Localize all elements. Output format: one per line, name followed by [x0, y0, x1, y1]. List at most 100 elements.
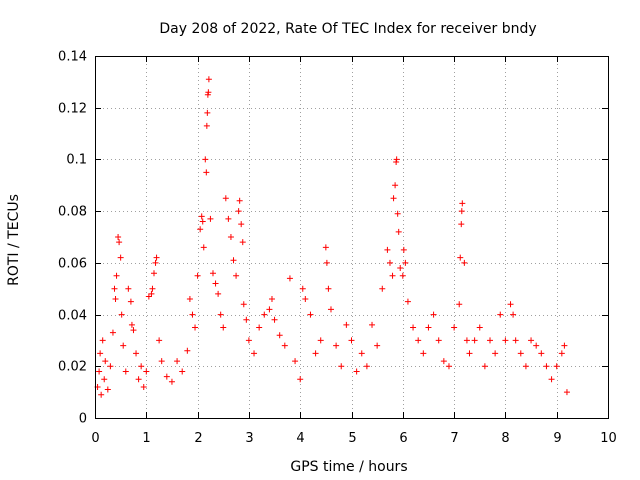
data-point-marker	[138, 363, 145, 370]
y-tick-labels: 0 0.02 0.04 0.06 0.08 0.1 0.12 0.14	[58, 50, 87, 427]
data-point-marker	[192, 324, 199, 331]
data-point-marker	[239, 239, 246, 246]
data-point-marker	[348, 337, 355, 344]
data-point-marker	[466, 350, 473, 357]
data-point-marker	[112, 296, 119, 303]
data-point-marker	[395, 228, 402, 235]
data-point-marker	[128, 321, 135, 328]
data-point-marker	[212, 280, 219, 287]
data-point-marker	[152, 259, 159, 266]
data-point-marker	[281, 342, 288, 349]
data-point-marker	[209, 270, 216, 277]
data-point-marker	[122, 368, 129, 375]
data-point-marker	[325, 285, 332, 292]
data-point-marker	[457, 254, 464, 261]
data-point-marker	[156, 337, 163, 344]
data-point-marker	[243, 316, 250, 323]
data-point-marker	[327, 306, 334, 313]
data-point-marker	[343, 321, 350, 328]
data-point-marker	[286, 275, 293, 282]
data-point-marker	[230, 257, 237, 264]
data-point-marker	[317, 337, 324, 344]
data-point-marker	[558, 350, 565, 357]
data-point-marker	[379, 285, 386, 292]
data-point-marker	[198, 213, 205, 220]
data-point-marker	[369, 321, 376, 328]
data-point-marker	[266, 306, 273, 313]
data-point-marker	[323, 259, 330, 266]
data-point-marker	[202, 156, 209, 163]
data-point-marker	[458, 208, 465, 215]
x-tick-label: 4	[296, 431, 304, 446]
data-point-marker	[125, 285, 132, 292]
x-tick-label: 6	[399, 431, 407, 446]
data-point-marker	[415, 337, 422, 344]
data-point-marker	[397, 265, 404, 272]
data-point-marker	[199, 218, 206, 225]
y-tick-label: 0.02	[58, 360, 87, 375]
data-point-marker	[99, 337, 106, 344]
grid-lines	[95, 56, 608, 418]
data-point-marker	[174, 358, 181, 365]
data-point-marker	[158, 358, 165, 365]
data-point-marker	[363, 363, 370, 370]
data-point-marker	[245, 337, 252, 344]
x-axis-label: GPS time / hours	[290, 459, 407, 475]
y-tick-label: 0.06	[58, 257, 87, 272]
data-point-marker	[487, 337, 494, 344]
data-point-marker	[445, 363, 452, 370]
data-point-marker	[404, 298, 411, 305]
x-tick-label: 8	[501, 431, 509, 446]
y-tick-label: 0.14	[58, 50, 87, 65]
data-point-marker	[200, 244, 207, 251]
data-point-marker	[389, 272, 396, 279]
data-point-marker	[240, 301, 247, 308]
data-point-marker	[312, 350, 319, 357]
data-point-marker	[451, 324, 458, 331]
data-point-marker	[179, 368, 186, 375]
data-point-marker	[561, 342, 568, 349]
data-point-marker	[96, 368, 103, 375]
data-point-marker	[471, 337, 478, 344]
data-point-marker	[393, 159, 400, 166]
data-point-marker	[113, 272, 120, 279]
data-point-marker	[522, 363, 529, 370]
data-point-marker	[186, 296, 193, 303]
data-point-marker	[143, 368, 150, 375]
data-point-marker	[333, 342, 340, 349]
data-point-marker	[140, 383, 147, 390]
x-tick-label: 9	[553, 431, 561, 446]
data-point-marker	[399, 272, 406, 279]
x-tick-label: 10	[600, 431, 617, 446]
data-point-marker	[507, 301, 514, 308]
data-point-marker	[118, 311, 125, 318]
axis-ticks	[95, 56, 609, 419]
data-point-marker	[116, 239, 123, 246]
data-point-marker	[261, 311, 268, 318]
data-point-marker	[117, 254, 124, 261]
x-tick-label: 2	[194, 431, 202, 446]
data-point-marker	[322, 244, 329, 251]
data-point-marker	[163, 373, 170, 380]
data-point-marker	[459, 200, 466, 207]
data-point-marker	[109, 329, 116, 336]
data-point-marker	[543, 363, 550, 370]
x-tick-label: 5	[348, 431, 356, 446]
data-point-marker	[148, 290, 155, 297]
data-point-marker	[222, 195, 229, 202]
data-point-marker	[98, 391, 105, 398]
x-tick-label: 0	[91, 431, 99, 446]
data-point-marker	[563, 389, 570, 396]
data-point-marker	[268, 296, 275, 303]
data-point-marker	[184, 347, 191, 354]
data-point-marker	[458, 221, 465, 228]
data-point-marker	[101, 376, 108, 383]
data-point-marker	[168, 378, 175, 385]
data-point-marker	[410, 324, 417, 331]
chart-title: Day 208 of 2022, Rate Of TEC Index for r…	[159, 21, 536, 37]
data-point-marker	[297, 376, 304, 383]
data-point-marker	[393, 156, 400, 163]
data-point-marker	[456, 301, 463, 308]
data-point-marker	[205, 89, 212, 96]
